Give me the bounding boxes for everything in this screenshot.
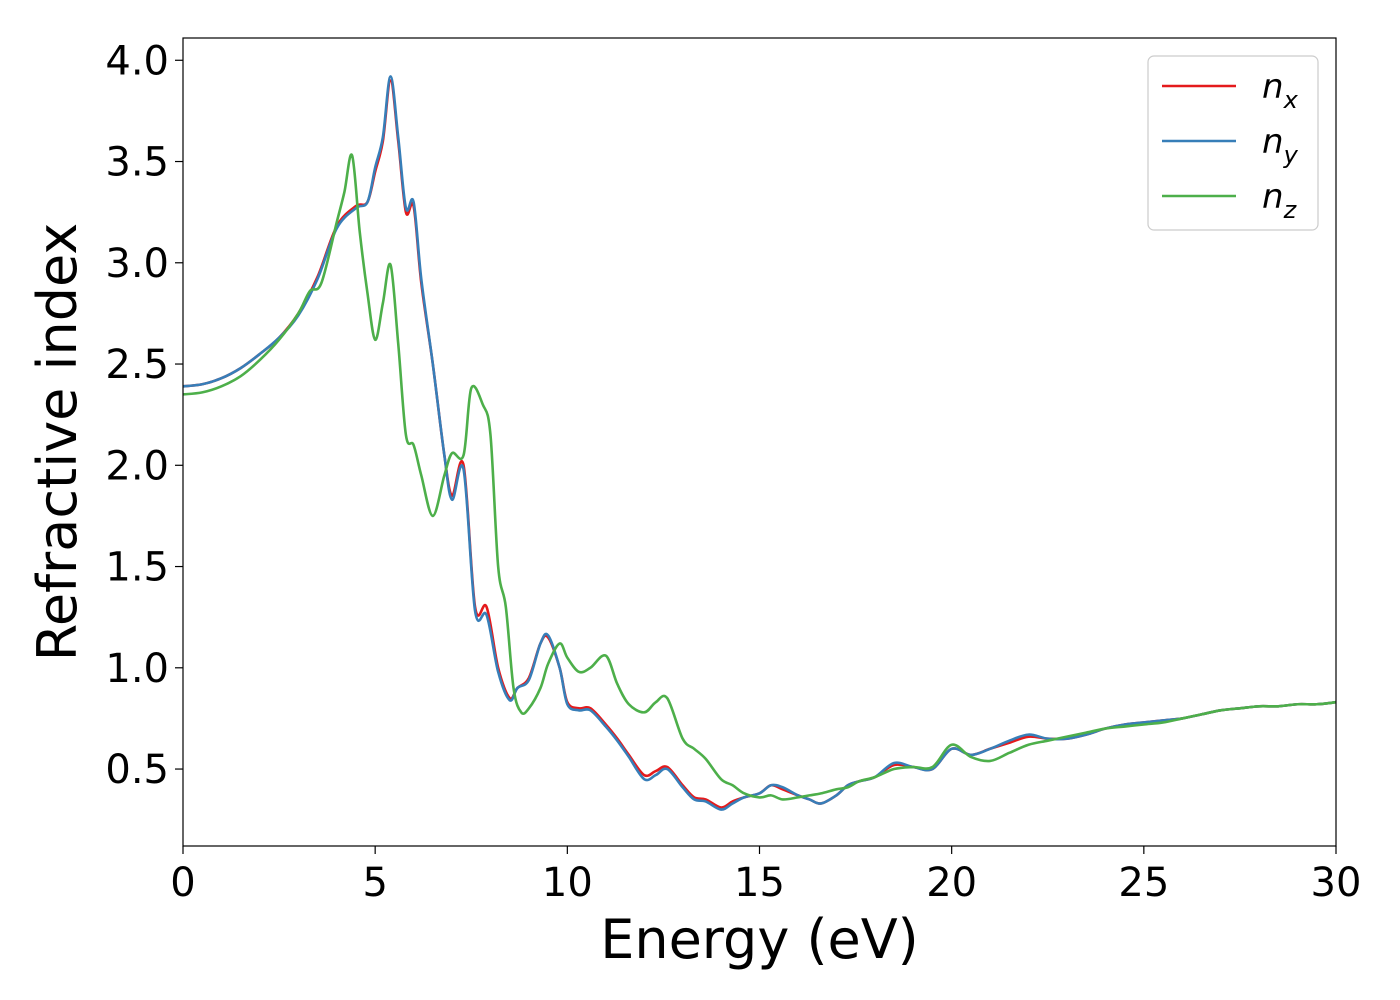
legend-label-subscript: y <box>1283 141 1299 169</box>
legend-label-base: n <box>1262 177 1284 217</box>
x-tick-label: 5 <box>362 860 387 906</box>
legend-label-y: ny <box>1262 122 1299 169</box>
y-tick-label: 1.5 <box>105 545 169 591</box>
legend-label-subscript: x <box>1283 86 1299 114</box>
series-line-n-y <box>183 75 1336 811</box>
legend-label-x: nx <box>1262 67 1299 114</box>
legend-label-base: n <box>1262 67 1284 107</box>
legend-label-base: n <box>1262 122 1284 162</box>
y-axis-ticks: 0.5 1.0 1.5 2.0 2.5 3.0 3.5 4.0 <box>105 38 183 793</box>
y-tick-label: 2.5 <box>105 342 169 388</box>
y-axis-label: Refractive index <box>26 223 89 662</box>
legend-label-z: nz <box>1262 177 1298 224</box>
y-tick-label: 2.0 <box>105 443 169 489</box>
x-tick-label: 30 <box>1311 860 1362 906</box>
x-tick-label: 10 <box>542 860 593 906</box>
series-layer <box>183 75 1336 811</box>
y-tick-label: 3.5 <box>105 140 169 186</box>
x-tick-label: 0 <box>170 860 195 906</box>
x-axis-label: Energy (eV) <box>600 908 919 971</box>
x-tick-label: 20 <box>926 860 977 906</box>
y-tick-label: 3.0 <box>105 241 169 287</box>
y-tick-label: 1.0 <box>105 646 169 692</box>
x-tick-label: 15 <box>734 860 785 906</box>
x-axis-ticks: 0 5 10 15 20 25 30 <box>170 846 1361 906</box>
y-tick-label: 0.5 <box>105 747 169 793</box>
legend-label-subscript: z <box>1283 196 1298 224</box>
legend-box <box>1147 55 1319 231</box>
series-line-n-z <box>183 153 1336 801</box>
y-tick-label: 4.0 <box>105 38 169 84</box>
x-tick-label: 25 <box>1118 860 1169 906</box>
